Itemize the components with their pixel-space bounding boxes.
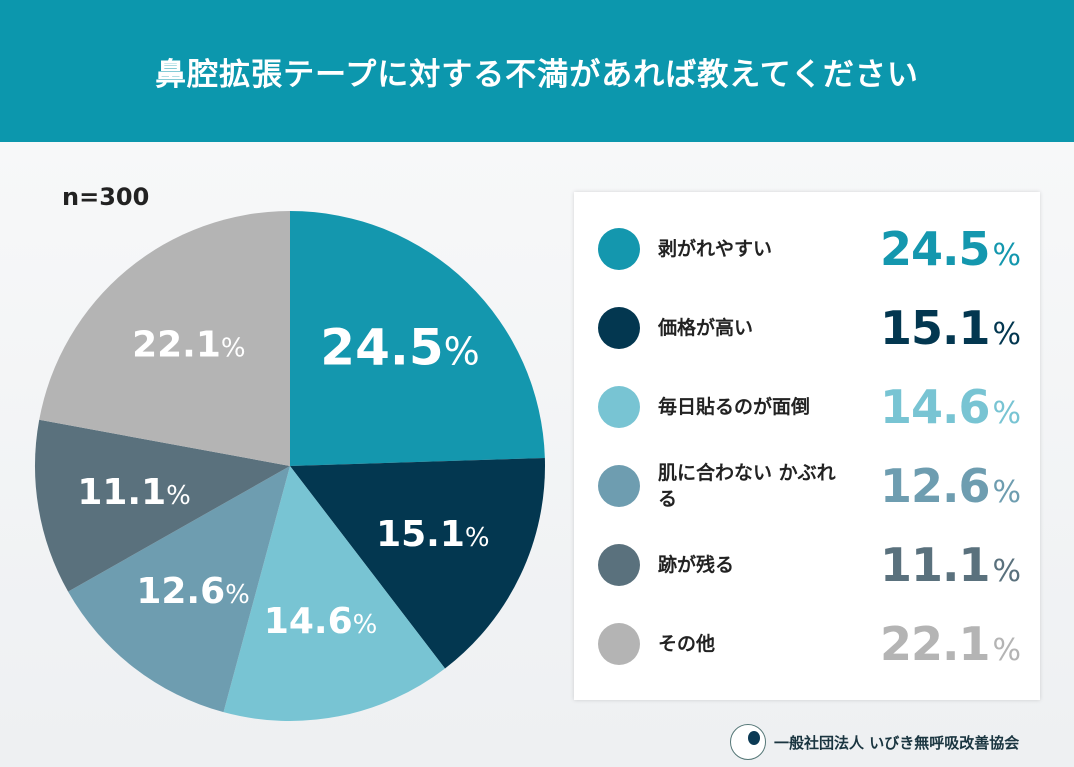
pie-slice — [68, 466, 290, 713]
legend-swatch — [598, 623, 640, 665]
legend-item: 毎日貼るのが面倒 14.6% — [574, 372, 1040, 442]
legend-value: 14.6% — [879, 380, 1021, 434]
legend-swatch — [598, 465, 640, 507]
sample-size: n=300 — [62, 183, 150, 211]
legend-label: 剥がれやすい — [658, 238, 773, 260]
header: 鼻腔拡張テープに対する不満があれば教えてください — [0, 0, 1074, 142]
footer: 一般社団法人 いびき無呼吸改善協会 — [730, 724, 1019, 760]
legend-label: 肌に合わない かぶれる — [658, 462, 836, 510]
legend-item: その他 22.1% — [574, 609, 1040, 679]
legend-swatch — [598, 544, 640, 586]
legend-value: 24.5% — [879, 222, 1021, 276]
legend-value: 22.1% — [879, 617, 1021, 671]
legend-value: 11.1% — [879, 538, 1021, 592]
legend-label: その他 — [658, 633, 716, 655]
legend-swatch — [598, 307, 640, 349]
legend-item: 跡が残る 11.1% — [574, 530, 1040, 600]
page-title: 鼻腔拡張テープに対する不満があれば教えてください — [155, 56, 919, 93]
legend-swatch — [598, 386, 640, 428]
legend-item: 肌に合わない かぶれる 12.6% — [574, 451, 1040, 521]
legend-swatch — [598, 228, 640, 270]
pie-slice — [290, 457, 545, 669]
organization-name: 一般社団法人 いびき無呼吸改善協会 — [774, 733, 1020, 752]
legend-label: 価格が高い — [658, 317, 754, 339]
legend-value: 12.6% — [879, 459, 1021, 513]
pie-slice — [39, 211, 291, 466]
legend-item: 価格が高い 15.1% — [574, 293, 1040, 363]
pie-slice — [35, 419, 291, 592]
legend-label: 毎日貼るのが面倒 — [658, 396, 811, 418]
legend-value: 15.1% — [879, 301, 1021, 355]
legend: 剥がれやすい 24.5% 価格が高い 15.1% 毎日貼るのが面倒 14.6% 肌に合わない… — [574, 192, 1040, 700]
organization-logo — [730, 724, 766, 760]
pie-chart: 24.5%15.1%14.6%12.6%11.1%22.1% — [35, 211, 545, 722]
legend-label: 跡が残る — [658, 554, 735, 576]
pie-slice — [290, 211, 545, 466]
pie-slice — [223, 466, 446, 722]
legend-item: 剥がれやすい 24.5% — [574, 214, 1040, 284]
